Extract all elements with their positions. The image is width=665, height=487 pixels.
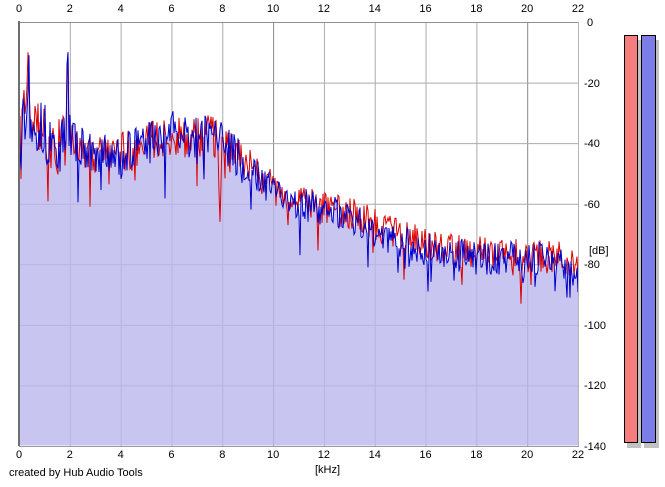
bottom-axis-tick-label: 8 — [219, 449, 226, 461]
bottom-axis-tick-label: 0 — [15, 449, 23, 461]
db-axis-tick-label: -120 — [584, 380, 607, 393]
top-axis-tick-label: 16 — [419, 3, 432, 15]
top-axis-tick-label: 4 — [117, 3, 124, 15]
watermark-text: created by Hub Audio Tools — [9, 467, 143, 479]
top-axis-tick-label: 2 — [66, 3, 73, 15]
bottom-axis-tick-label: 20 — [521, 449, 534, 461]
bottom-axis-tick-label: 14 — [368, 449, 381, 461]
khz-unit-label: [kHz] — [315, 464, 341, 476]
top-axis-tick-label: 0 — [15, 3, 23, 15]
top-axis-tick-label: 8 — [219, 3, 226, 15]
db-axis-tick-label: -60 — [584, 198, 600, 211]
right-meter-blue-bar — [641, 35, 656, 443]
bottom-axis-tick-label: 16 — [419, 449, 432, 461]
top-axis-tick-label: 22 — [571, 3, 585, 15]
bottom-axis-tick-label: 10 — [266, 449, 280, 461]
top-axis-tick-label: 20 — [521, 3, 534, 15]
spectrum-fill-area — [19, 52, 578, 446]
top-axis-tick-label: 6 — [168, 3, 175, 15]
db-axis-tick-label: -40 — [584, 138, 600, 151]
bottom-axis-tick-label: 22 — [571, 449, 585, 461]
db-axis-tick-label: -140 — [584, 441, 607, 453]
top-axis-tick-label: 10 — [266, 3, 280, 15]
top-axis-tick-label: 12 — [317, 3, 331, 15]
db-axis-tick-label: -80 — [584, 259, 600, 272]
left-meter-red-bar — [624, 35, 638, 443]
bottom-axis-tick-label: 18 — [470, 449, 483, 461]
db-axis-tick-label: -20 — [584, 77, 600, 90]
db-axis-tick-label: -100 — [584, 319, 607, 332]
db-unit-label: [dB] — [589, 245, 609, 257]
bottom-axis-tick-label: 12 — [317, 449, 331, 461]
bottom-axis-tick-label: 2 — [66, 449, 73, 461]
top-axis-tick-label: 14 — [368, 3, 381, 15]
db-axis-tick-label: 0 — [587, 17, 594, 29]
bottom-axis-tick-label: 6 — [168, 449, 175, 461]
bottom-axis-tick-label: 4 — [117, 449, 124, 461]
blue-spectrum-trace — [18, 52, 579, 298]
top-axis-tick-label: 18 — [470, 3, 483, 15]
